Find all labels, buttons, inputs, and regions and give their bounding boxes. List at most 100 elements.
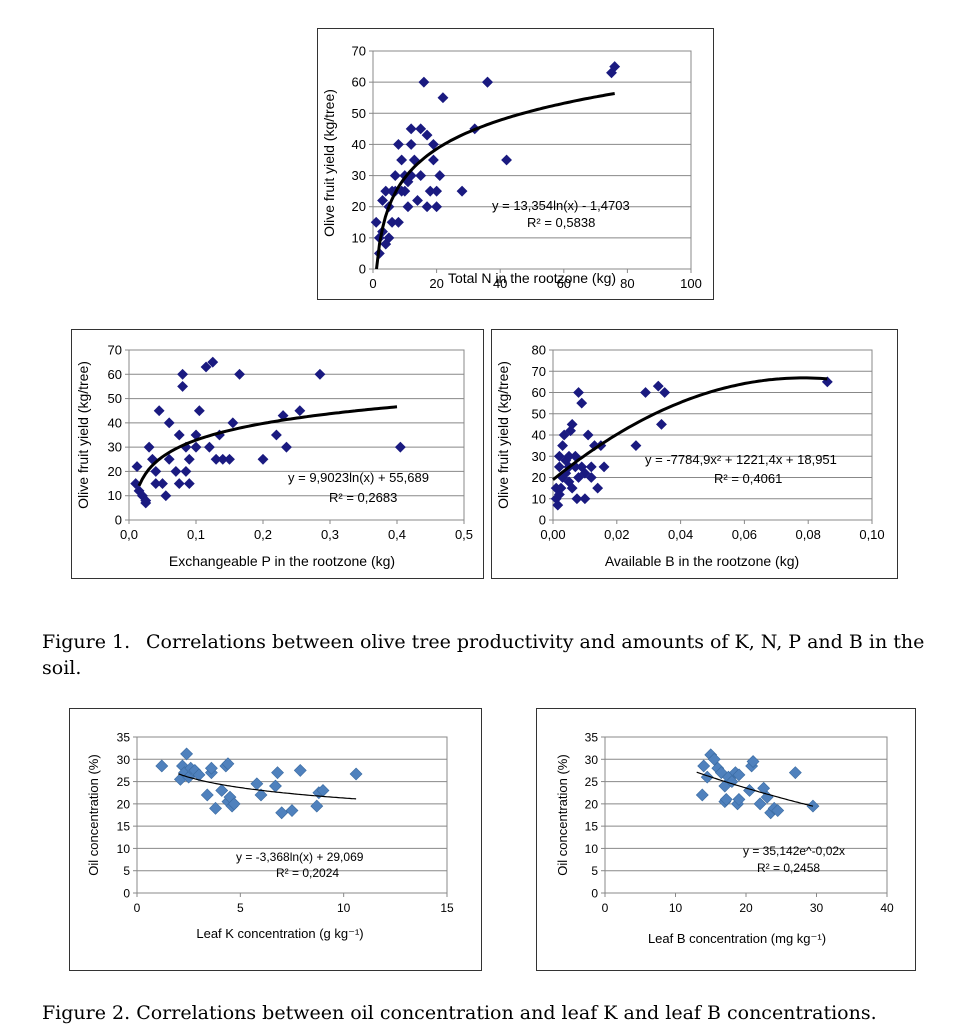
data-point — [630, 440, 642, 452]
x-tick-label: 80 — [620, 276, 634, 291]
x-tick-label: 5 — [237, 901, 244, 915]
trend-line — [137, 405, 398, 487]
data-point — [180, 747, 194, 761]
data-point — [652, 380, 664, 392]
data-point — [396, 154, 408, 166]
x-tick-label: 0,1 — [187, 527, 205, 542]
chart-svg-n: 0 10 20 30 40 50 60 70 0 20 40 60 80 100 y = 13,354ln(… — [321, 44, 702, 292]
data-point — [190, 441, 202, 453]
y-tick-label: 40 — [532, 428, 546, 443]
x-axis-label: Leaf K concentration (g kg⁻¹) — [196, 926, 363, 941]
figure1-label: Figure 1. — [42, 631, 131, 653]
data-point — [573, 387, 584, 398]
x-axis-label: Available B in the rootzone (kg) — [605, 553, 799, 569]
y-tick-label: 35 — [117, 731, 131, 745]
y-tick-label: 0 — [359, 262, 366, 277]
x-tick-label: 0 — [602, 901, 609, 915]
y-tick-label: 10 — [585, 842, 599, 856]
data-point — [771, 804, 785, 817]
data-point — [394, 441, 406, 453]
x-tick-label: 15 — [440, 901, 454, 915]
y-axis-label: Olive fruit yield (kg/tree) — [495, 361, 511, 509]
x-tick-label: 0,2 — [254, 527, 272, 542]
figure2-caption-text: Figure 2. Correlations between oil conce… — [42, 1002, 877, 1024]
data-point — [557, 440, 568, 452]
data-point — [227, 417, 239, 429]
data-point — [566, 482, 578, 494]
data-point — [753, 797, 767, 811]
data-point — [552, 499, 564, 511]
chart-leaf-k: 0 5 10 15 20 25 30 35 0 5 10 15 y = -3,368ln(x) + 29… — [69, 708, 482, 971]
data-point — [405, 123, 417, 135]
data-point — [310, 799, 324, 813]
data-point — [732, 768, 746, 782]
data-point — [227, 797, 241, 811]
data-point — [370, 216, 382, 228]
trend-line — [696, 771, 814, 807]
x-tick-label: 10 — [337, 901, 351, 915]
x-tick-label: 0,4 — [388, 527, 406, 542]
data-point — [173, 478, 185, 489]
data-point — [131, 461, 143, 472]
data-point — [163, 417, 175, 429]
y-tick-label: 10 — [532, 491, 546, 506]
data-point — [140, 495, 152, 506]
x-tick-label: 40 — [880, 901, 894, 915]
data-point — [163, 453, 175, 465]
y-tick-label: 60 — [108, 367, 122, 382]
data-point — [170, 466, 182, 477]
data-point — [383, 232, 395, 244]
data-point — [456, 185, 468, 197]
figure1-caption-text: Correlations between olive tree producti… — [42, 631, 925, 679]
data-point — [609, 61, 621, 72]
r-squared: R² = 0,2024 — [276, 866, 339, 880]
data-point — [437, 92, 449, 104]
data-point — [224, 453, 235, 465]
data-point — [234, 368, 245, 380]
data-point — [431, 201, 443, 213]
x-tick-label: 0,10 — [859, 527, 884, 542]
y-tick-label: 25 — [585, 775, 599, 789]
chart-svg-k: 0 5 10 15 20 25 30 35 0 5 10 15 y = -3,368ln(x) + 29… — [86, 731, 454, 942]
data-point — [558, 429, 570, 441]
data-point — [250, 777, 264, 791]
data-point — [203, 441, 215, 453]
data-point — [393, 216, 404, 228]
trend-equation: y = 9,9023ln(x) + 55,689 — [288, 470, 429, 485]
x-tick-label: 0,0 — [120, 527, 138, 542]
data-point — [576, 397, 588, 409]
data-point — [743, 784, 756, 797]
x-tick-label: 0,3 — [321, 527, 339, 542]
x-tick-label: 0,5 — [455, 527, 473, 542]
data-point — [349, 767, 363, 781]
r-squared: R² = 0,4061 — [714, 471, 782, 486]
y-tick-label: 0 — [115, 513, 122, 528]
x-axis-label: Exchangeable P in the rootzone (kg) — [169, 553, 395, 569]
y-tick-label: 5 — [591, 864, 598, 878]
data-point — [200, 788, 214, 802]
data-point — [155, 759, 169, 773]
data-point — [707, 752, 721, 766]
data-point — [177, 368, 189, 380]
x-tick-label: 0 — [134, 901, 141, 915]
data-point — [285, 804, 299, 817]
data-point — [402, 201, 414, 213]
chart-total-n: 0 10 20 30 40 50 60 70 0 20 40 60 80 100 y = 13,354ln(… — [317, 28, 714, 300]
data-point — [405, 139, 417, 150]
x-tick-label: 0,04 — [668, 527, 693, 542]
x-tick-label: 0,02 — [604, 527, 629, 542]
y-tick-label: 0 — [123, 887, 130, 901]
data-point — [415, 123, 427, 135]
y-tick-label: 30 — [352, 168, 366, 183]
x-tick-label: 20 — [739, 901, 753, 915]
chart-svg-p: 0 10 20 30 40 50 60 70 0,0 0,1 0,2 0,3 0,4 0,5 y = 9,9… — [75, 343, 473, 570]
x-tick-label: 40 — [493, 276, 507, 291]
data-point — [177, 381, 189, 392]
data-point — [415, 170, 427, 181]
data-point — [553, 450, 565, 462]
trend-line — [178, 773, 357, 800]
data-point — [183, 453, 195, 465]
data-point — [788, 766, 802, 780]
x-tick-label: 100 — [680, 276, 702, 291]
data-point — [270, 429, 282, 441]
